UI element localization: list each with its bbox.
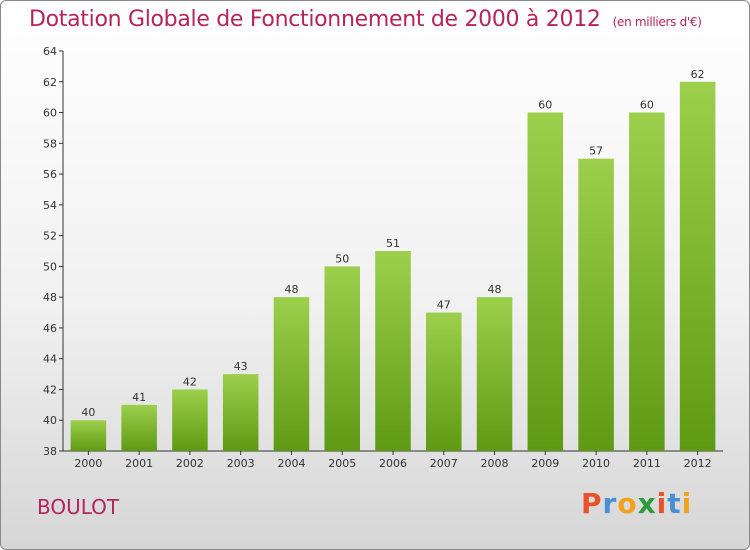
x-tick-label: 2009 <box>531 457 559 470</box>
logo-letter: P <box>581 487 603 520</box>
bar-value-label: 48 <box>488 283 502 296</box>
bar <box>476 297 513 451</box>
y-tick-label: 42 <box>43 383 57 396</box>
logo-letter: r <box>602 487 618 520</box>
bar <box>629 112 665 452</box>
y-tick-label: 62 <box>43 76 57 89</box>
bar <box>375 251 411 451</box>
x-tick-label: 2005 <box>328 457 356 470</box>
bar <box>679 81 716 452</box>
bar-value-label: 43 <box>234 360 248 373</box>
logo-letter: o <box>617 487 638 520</box>
bar-value-label: 62 <box>691 68 705 81</box>
bar <box>172 389 208 451</box>
logo-letter: t <box>667 487 682 520</box>
y-tick-label: 44 <box>43 353 57 366</box>
proxiti-logo: Proxiti <box>581 487 692 520</box>
y-tick-label: 52 <box>43 230 57 243</box>
bars: 40 41 42 43 48 50 51 47 48 60 57 60 62 <box>70 68 716 452</box>
y-tick-label: 50 <box>43 260 57 273</box>
y-tick-label: 56 <box>43 168 57 181</box>
bar-value-label: 60 <box>538 99 552 112</box>
y-tick-label: 64 <box>43 45 57 58</box>
y-axis: 38 40 42 44 46 48 50 52 54 56 58 60 62 64 <box>43 45 64 458</box>
bar-value-label: 57 <box>589 145 603 158</box>
x-tick-label: 2007 <box>430 457 458 470</box>
x-tick-label: 2006 <box>379 457 407 470</box>
bar <box>273 297 310 451</box>
bar <box>222 374 259 451</box>
bar-value-label: 48 <box>284 283 298 296</box>
y-tick-label: 48 <box>43 291 57 304</box>
chart-title: Dotation Globale de Fonctionnement de 20… <box>29 7 702 32</box>
bar-value-label: 51 <box>386 237 400 250</box>
y-tick-label: 58 <box>43 137 57 150</box>
y-tick-label: 38 <box>43 445 57 458</box>
x-tick-label: 2001 <box>125 457 153 470</box>
bar <box>426 312 462 451</box>
x-axis: 2000 2001 2002 2003 2004 2005 2006 2007 2008 2009… <box>63 450 723 470</box>
x-tick-label: 2002 <box>176 457 204 470</box>
bar-value-label: 60 <box>640 99 654 112</box>
x-tick-label: 2010 <box>582 457 610 470</box>
x-tick-label: 2008 <box>481 457 509 470</box>
x-tick-label: 2004 <box>277 457 305 470</box>
x-tick-label: 2011 <box>633 457 661 470</box>
y-tick-label: 60 <box>43 107 57 120</box>
bar-value-label: 47 <box>437 299 451 312</box>
y-tick-label: 54 <box>43 199 57 212</box>
logo-letter: x <box>637 487 657 520</box>
bar <box>121 404 157 451</box>
y-tick-label: 40 <box>43 414 57 427</box>
bar <box>70 420 107 451</box>
y-tick-label: 46 <box>43 322 57 335</box>
bar-value-label: 40 <box>81 406 95 419</box>
bar-value-label: 42 <box>183 375 197 388</box>
x-tick-label: 2000 <box>74 457 102 470</box>
bar-value-label: 41 <box>132 391 146 404</box>
chart-unit-note: (en milliers d'€) <box>612 15 702 29</box>
chart-title-text: Dotation Globale de Fonctionnement de 20… <box>29 7 601 32</box>
x-tick-label: 2003 <box>227 457 255 470</box>
bar <box>324 266 360 451</box>
x-tick-label: 2012 <box>684 457 712 470</box>
bar <box>578 158 614 451</box>
bar-value-label: 50 <box>335 252 349 265</box>
commune-name: BOULOT <box>37 495 120 519</box>
logo-letter: i <box>656 487 668 520</box>
bar <box>527 112 564 452</box>
logo-letter: i <box>681 487 693 520</box>
